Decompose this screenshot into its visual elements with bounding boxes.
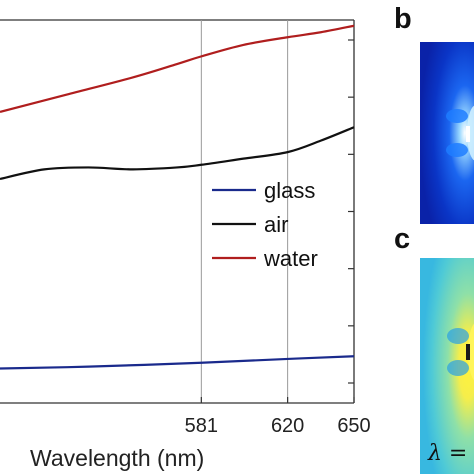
series-line-water	[0, 24, 355, 113]
series-line-air	[0, 126, 355, 181]
panel-b-hotspots	[446, 105, 474, 161]
x-tick-label: 581	[185, 415, 218, 437]
x-tick-label: 650	[337, 415, 370, 437]
right-axis-ticks	[348, 39, 354, 384]
legend-label-glass: glass	[264, 178, 315, 203]
panel-c-hotspots	[447, 323, 474, 381]
x-tick-label: 620	[271, 415, 304, 437]
series-line-glass	[0, 355, 355, 370]
legend-label-air: air	[264, 212, 288, 237]
series-lines	[0, 24, 355, 370]
panel-b-label: b	[394, 3, 412, 35]
panel-c-label: c	[394, 223, 410, 255]
x-tick-labels: 581 620 650	[185, 415, 371, 437]
vertical-gridlines	[200, 20, 289, 403]
panel-c: c λ =	[394, 223, 474, 474]
lambda-label: λ =	[427, 441, 467, 466]
panel-b-field-map	[420, 42, 474, 224]
plot-area: 581 620 650 Wavelength (nm)	[0, 19, 371, 471]
legend-label-water: water	[263, 246, 318, 271]
x-axis-label: Wavelength (nm)	[30, 445, 204, 471]
panel-b: b	[394, 3, 474, 224]
legend: glass air water	[212, 178, 318, 271]
x-ticks	[200, 397, 355, 403]
